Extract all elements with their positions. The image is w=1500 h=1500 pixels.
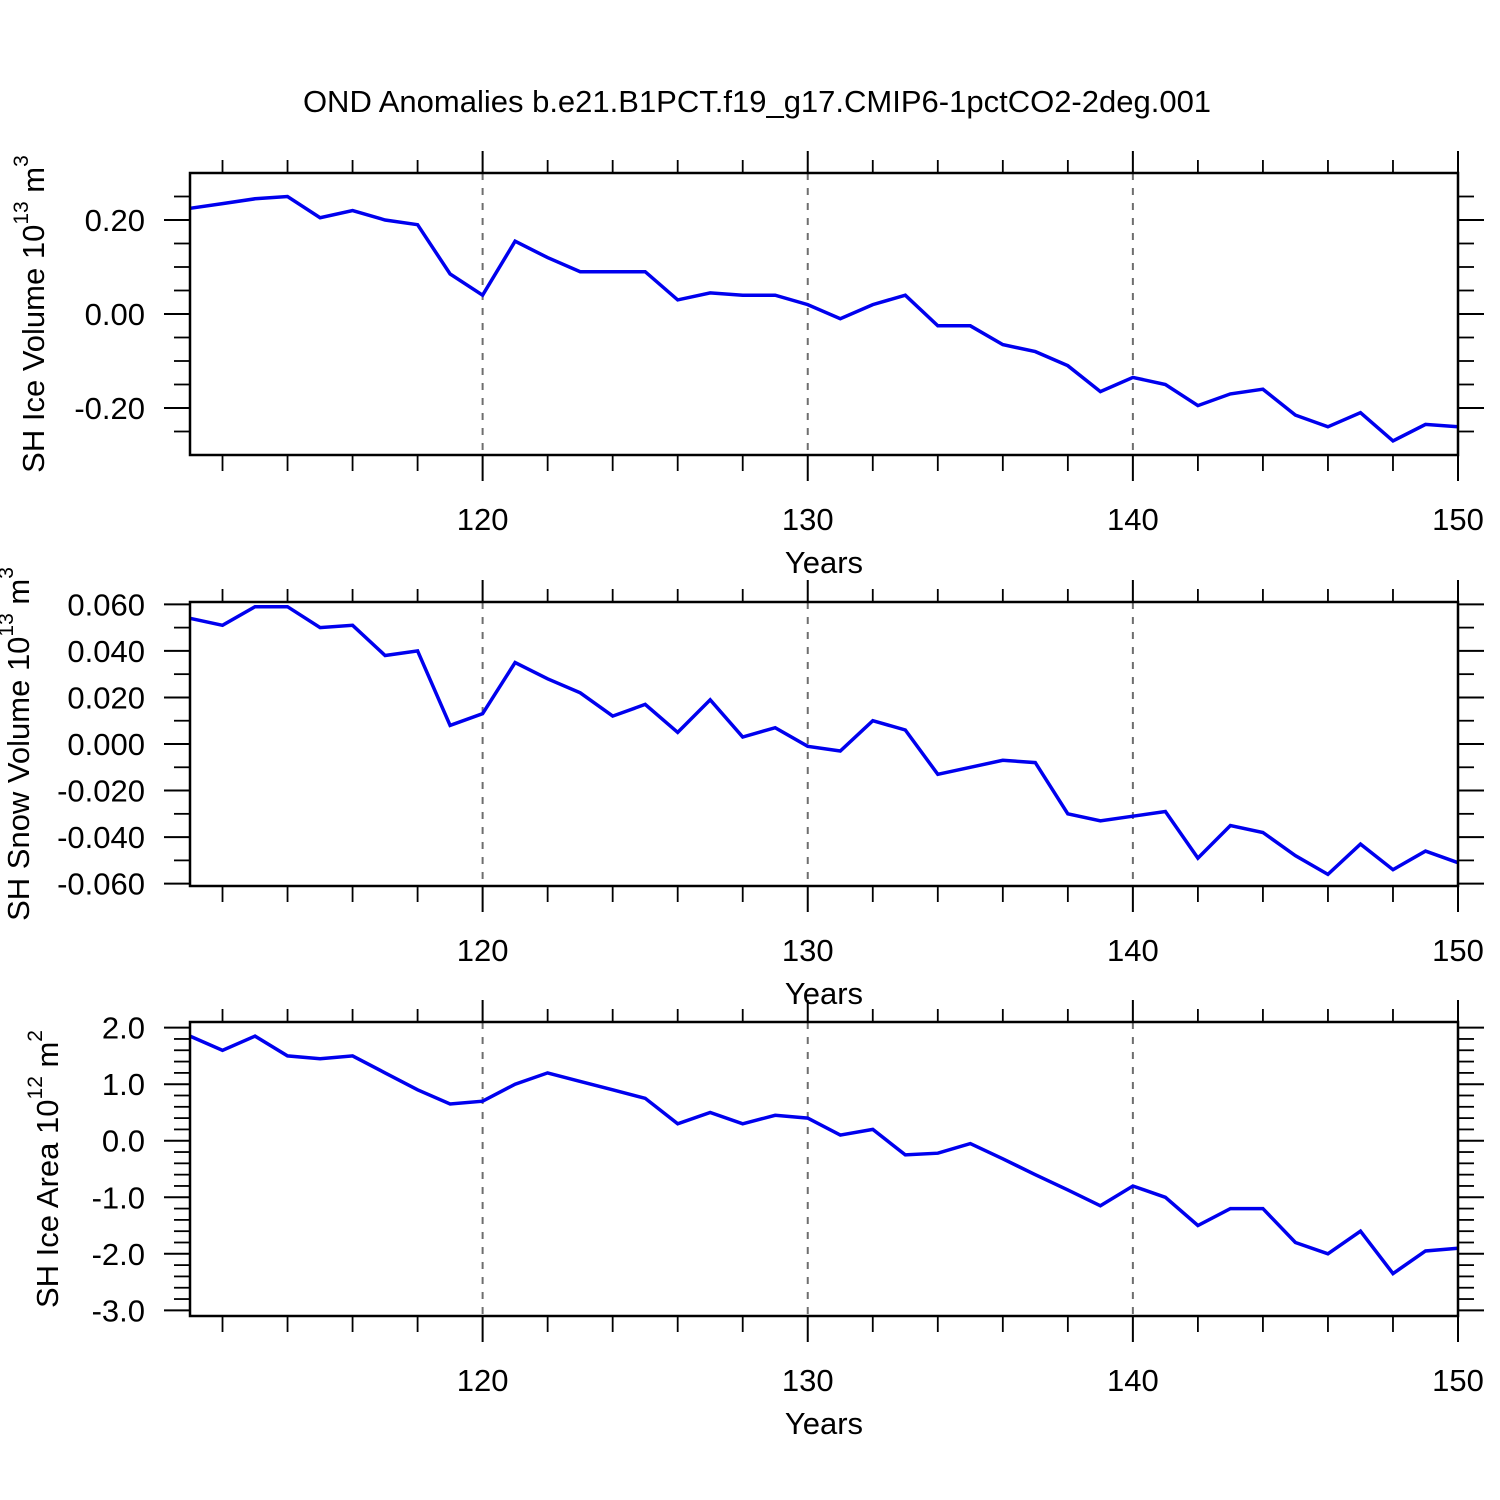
x-axis-title: Years bbox=[785, 545, 863, 580]
x-tick-label: 130 bbox=[782, 933, 834, 968]
y-axis-title-text: m bbox=[16, 167, 51, 201]
x-tick-label: 150 bbox=[1432, 933, 1484, 968]
panel-sh-ice-volume: 120 130 140 150 0.20 0.00 -0.20 Years SH Ice Vol… bbox=[10, 151, 1484, 580]
x-tick-label: 120 bbox=[457, 933, 509, 968]
x-tick-label: 140 bbox=[1107, 1363, 1159, 1398]
y-tick-label: -0.060 bbox=[57, 867, 145, 902]
y-axis-title-superscript: 13 bbox=[10, 201, 33, 224]
y-axis-title-sh-ice-volume: SH Ice Volume 1013 m3 bbox=[10, 155, 51, 473]
y-axis-title-superscript: 13 bbox=[0, 613, 18, 636]
panel-sh-snow-volume: 120 130 140 150 0.060 0.040 0.020 0.000 -0.020 -0… bbox=[0, 567, 1484, 1011]
y-axis-title-superscript: 2 bbox=[24, 1030, 47, 1042]
x-tick-label: 140 bbox=[1107, 933, 1159, 968]
x-tick-label: 130 bbox=[782, 1363, 834, 1398]
y-axis-title-sh-ice-area: SH Ice Area 1012 m2 bbox=[24, 1030, 65, 1308]
y-tick-label: 1.0 bbox=[102, 1067, 145, 1102]
x-tick-label: 150 bbox=[1432, 502, 1484, 537]
x-axis-title: Years bbox=[785, 976, 863, 1011]
y-tick-label: -1.0 bbox=[92, 1180, 145, 1215]
y-tick-label: 2.0 bbox=[102, 1011, 145, 1046]
y-axis-title-sh-snow-volume: SH Snow Volume 1013 m3 bbox=[0, 567, 36, 921]
y-axis-title-text: SH Ice Volume 10 bbox=[16, 225, 51, 473]
y-tick-label: 0.060 bbox=[67, 587, 145, 622]
y-axis-title-text: SH Ice Area 10 bbox=[30, 1099, 65, 1308]
y-tick-label: -0.040 bbox=[57, 820, 145, 855]
y-tick-label: 0.000 bbox=[67, 727, 145, 762]
series-line-sh-snow-volume bbox=[189, 604, 1459, 877]
y-tick-label: -2.0 bbox=[92, 1237, 145, 1272]
x-tick-label: 150 bbox=[1432, 1363, 1484, 1398]
y-axis-title-superscript: 12 bbox=[24, 1076, 47, 1099]
plot-border bbox=[188, 1020, 1460, 1318]
y-tick-label: 0.0 bbox=[102, 1124, 145, 1159]
figure-title: OND Anomalies b.e21.B1PCT.f19_g17.CMIP6-… bbox=[303, 84, 1211, 119]
x-tick-label: 120 bbox=[457, 502, 509, 537]
x-tick-label: 130 bbox=[782, 502, 834, 537]
y-tick-label: -0.20 bbox=[74, 391, 145, 426]
y-axis-title-superscript: 3 bbox=[10, 155, 33, 167]
y-axis-title-text: SH Snow Volume 10 bbox=[1, 637, 36, 921]
plot-border bbox=[188, 171, 1460, 457]
plot-border bbox=[188, 600, 1460, 888]
series-line-sh-ice-volume bbox=[189, 194, 1459, 443]
x-tick-label: 120 bbox=[457, 1363, 509, 1398]
y-tick-label: 0.00 bbox=[85, 297, 145, 332]
y-axis-title-text: m bbox=[1, 579, 36, 613]
x-tick-label: 140 bbox=[1107, 502, 1159, 537]
y-tick-label: 0.020 bbox=[67, 680, 145, 715]
y-tick-label: -0.020 bbox=[57, 774, 145, 809]
series-line-sh-ice-area bbox=[189, 1034, 1459, 1276]
y-tick-label: 0.040 bbox=[67, 634, 145, 669]
y-axis-title-text: m bbox=[30, 1042, 65, 1076]
y-tick-label: 0.20 bbox=[85, 203, 145, 238]
y-tick-label: -3.0 bbox=[92, 1293, 145, 1328]
x-axis-title: Years bbox=[785, 1406, 863, 1441]
y-axis-title-superscript: 3 bbox=[0, 567, 18, 579]
panel-sh-ice-area: 120 130 140 150 2.0 1.0 0.0 -1.0 -2.0 -3.0 Years SH… bbox=[24, 1000, 1484, 1441]
